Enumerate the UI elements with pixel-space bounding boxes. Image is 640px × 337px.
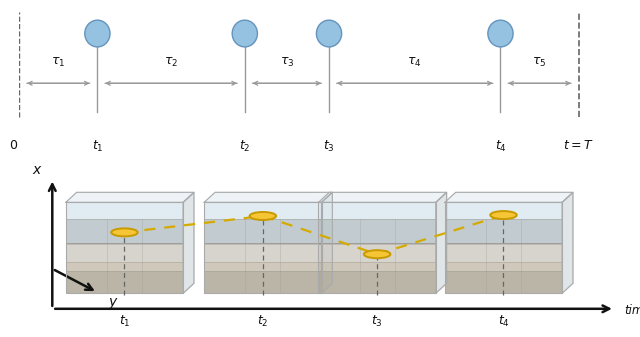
Bar	[66, 202, 183, 293]
Bar	[66, 243, 183, 244]
Polygon shape	[204, 192, 332, 202]
Polygon shape	[436, 192, 447, 293]
Text: $y$: $y$	[108, 296, 119, 311]
Bar	[204, 219, 321, 244]
Bar	[445, 272, 562, 293]
Text: $t_3$: $t_3$	[323, 139, 335, 154]
Bar	[319, 263, 436, 272]
Bar	[204, 244, 321, 263]
Text: $\tau_2$: $\tau_2$	[164, 56, 178, 69]
Ellipse shape	[84, 20, 110, 47]
Bar	[319, 244, 436, 263]
Bar	[204, 272, 321, 293]
Ellipse shape	[316, 20, 342, 47]
Text: $t_1$: $t_1$	[118, 314, 131, 329]
Bar	[445, 219, 562, 244]
Polygon shape	[66, 192, 194, 202]
Bar	[319, 202, 436, 219]
Bar	[204, 202, 321, 293]
Ellipse shape	[232, 20, 257, 47]
Text: $\tau_3$: $\tau_3$	[280, 56, 294, 69]
Text: 0: 0	[9, 139, 17, 152]
Bar	[445, 244, 562, 263]
Circle shape	[490, 211, 516, 219]
Bar	[319, 202, 436, 293]
Text: $x$: $x$	[32, 163, 43, 177]
Text: $t_2$: $t_2$	[257, 314, 269, 329]
Bar	[319, 243, 436, 244]
Text: $t_1$: $t_1$	[92, 139, 103, 154]
Circle shape	[364, 250, 390, 258]
Bar	[319, 219, 436, 244]
Text: $\tau_5$: $\tau_5$	[532, 56, 547, 69]
Bar	[445, 202, 562, 293]
Text: $t_2$: $t_2$	[239, 139, 250, 154]
Bar	[319, 272, 436, 293]
Bar	[204, 243, 321, 244]
Bar	[66, 272, 183, 293]
Circle shape	[250, 212, 276, 220]
Bar	[445, 263, 562, 272]
Bar	[66, 244, 183, 263]
Bar	[204, 263, 321, 272]
Bar	[445, 243, 562, 244]
Text: $\tau_4$: $\tau_4$	[408, 56, 422, 69]
Circle shape	[111, 228, 138, 236]
Polygon shape	[183, 192, 194, 293]
Text: $t_4$: $t_4$	[497, 314, 509, 329]
Bar	[66, 202, 183, 219]
Bar	[66, 263, 183, 272]
Bar	[204, 202, 321, 219]
Bar	[445, 202, 562, 219]
Text: $t_3$: $t_3$	[371, 314, 383, 329]
Text: time: time	[624, 304, 640, 317]
Text: $t_4$: $t_4$	[495, 139, 506, 154]
Polygon shape	[562, 192, 573, 293]
Ellipse shape	[488, 20, 513, 47]
Polygon shape	[445, 192, 573, 202]
Polygon shape	[319, 192, 447, 202]
Text: $t=T$: $t=T$	[563, 139, 594, 152]
Bar	[66, 219, 183, 244]
Text: $\tau_1$: $\tau_1$	[51, 56, 65, 69]
Polygon shape	[321, 192, 332, 293]
